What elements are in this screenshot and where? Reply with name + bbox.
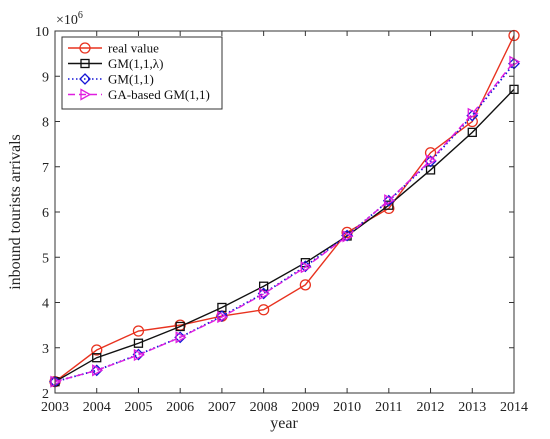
data-point (92, 353, 102, 363)
series-3 (50, 55, 521, 388)
x-tick-label: 2014 (500, 400, 528, 415)
legend-marker (80, 58, 90, 69)
data-point (258, 281, 269, 291)
series-line (54, 61, 515, 383)
x-tick-label: 2013 (458, 400, 486, 415)
plot-frame (54, 30, 515, 394)
x-tick-label: 2007 (208, 400, 236, 415)
y-tick-label: 3 (42, 342, 49, 357)
series-line (54, 88, 515, 383)
y-tick-label: 7 (42, 161, 49, 176)
data-point (217, 310, 229, 324)
axis-ticks (54, 30, 515, 394)
y-axis-label: inbound tourists arrivals (7, 134, 24, 290)
y-tick-labels: 2 3 4 5 6 7 8 9 10 (35, 25, 49, 402)
y-tick-label: 4 (42, 297, 49, 312)
series-layer (49, 29, 521, 388)
y-tick-label: 9 (42, 70, 49, 85)
data-point (342, 230, 354, 243)
x-tick-label: 2006 (166, 400, 194, 415)
y-tick-label: 6 (42, 206, 49, 221)
x-axis-label: year (270, 415, 298, 432)
data-point (175, 321, 185, 332)
y-multiplier-label: ×106 (56, 10, 83, 28)
legend-entry: GA-based GM(1,1) (68, 87, 210, 102)
data-point (384, 194, 396, 207)
y-tick-label: 10 (35, 25, 49, 40)
x-tick-label: 2008 (250, 400, 278, 415)
data-point (467, 127, 477, 138)
series-line (54, 35, 515, 383)
data-point (425, 154, 437, 167)
x-tick-label: 2003 (41, 400, 69, 415)
data-point (92, 364, 104, 377)
data-point (299, 279, 312, 291)
x-tick-label: 2005 (124, 400, 152, 415)
legend-label: GM(1,1,λ) (108, 56, 163, 71)
legend-label: GA-based GM(1,1) (108, 87, 210, 102)
y-tick-label: 2 (42, 387, 49, 402)
x-tick-label: 2004 (83, 400, 111, 415)
x-tick-label: 2012 (417, 400, 445, 415)
legend-entry: real value (68, 41, 159, 56)
legend-entry: GM(1,1,λ) (68, 56, 163, 71)
x-tick-label: 2010 (333, 400, 361, 415)
legend-box (61, 36, 223, 110)
data-point (91, 344, 103, 356)
data-point (175, 331, 187, 344)
data-point (466, 109, 479, 122)
legend-marker (80, 88, 92, 101)
data-point (257, 304, 270, 316)
data-point (300, 261, 312, 274)
data-point (467, 107, 479, 120)
y-multiplier-exponent: 6 (78, 10, 83, 21)
data-point (133, 348, 145, 362)
legend-label: real value (108, 41, 159, 56)
y-tick-label: 5 (42, 251, 49, 266)
data-point (132, 325, 145, 337)
legend-marker (79, 73, 91, 85)
legend-entry: GM(1,1) (68, 72, 154, 87)
data-point (215, 310, 228, 322)
data-point (258, 287, 270, 301)
x-tick-label: 2011 (375, 400, 402, 415)
legend-marker (79, 42, 91, 54)
x-tick-label: 2009 (291, 400, 319, 415)
legend-label: GM(1,1) (108, 72, 154, 87)
data-point (133, 338, 144, 348)
x-tick-labels: 2003 2004 2005 2006 2007 2008 2009 2010 2011 2012… (41, 400, 528, 415)
y-tick-label: 8 (42, 116, 49, 131)
